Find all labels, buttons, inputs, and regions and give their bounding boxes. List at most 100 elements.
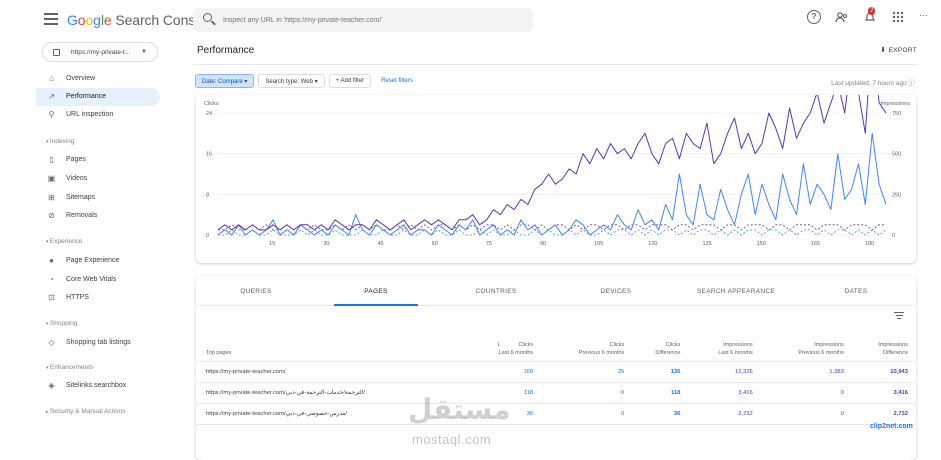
col-clicks-diff[interactable]: Clicks Difference (632, 331, 689, 362)
col-impr-last[interactable]: Impressions Last 6 months (688, 331, 761, 362)
impr-diff: 3,416 (851, 382, 916, 404)
x-tick: 120 (648, 241, 657, 247)
y-tick-left: 24 (206, 111, 212, 117)
x-tick: 30 (323, 241, 329, 247)
sidebar-item-pages[interactable]: ▯ Pages (36, 151, 160, 169)
sidebar-item-sitelinks-searchbox[interactable]: ◈ Sitelinks searchbox (48, 381, 127, 390)
video-icon: ▣ (47, 174, 56, 183)
mostaql-watermark-arabic: مستقل (408, 393, 511, 426)
col-top-pages[interactable]: Top pages (196, 331, 466, 362)
x-tick: 45 (377, 241, 383, 247)
x-tick: 135 (702, 241, 711, 247)
search-input[interactable] (223, 12, 523, 28)
table-row[interactable]: https://my-private-teacher.com/الترجمة/خ… (196, 382, 916, 404)
section-shopping[interactable]: Shopping (46, 320, 77, 327)
col-impr-diff[interactable]: Impressions Difference (851, 331, 916, 362)
tab-queries[interactable]: QUERIES (240, 288, 272, 295)
table-row[interactable]: https://my-private-teacher.com/ 160 25 1… (196, 361, 916, 383)
sidebar-item-videos[interactable]: ▣ Videos (47, 174, 88, 183)
pages-table-card: QUERIES PAGES COUNTRIES DEVICES SEARCH A… (196, 276, 916, 460)
people-icon[interactable] (835, 10, 849, 24)
page-title: Performance (197, 45, 255, 56)
section-experience[interactable]: Experience (46, 238, 83, 245)
sidebar-item-sitemaps[interactable]: ⊞ Sitemaps (48, 193, 96, 202)
clicks-diff: 135 (632, 361, 689, 383)
page-url[interactable]: https://my-private-teacher.com/ (196, 361, 466, 383)
property-selector[interactable]: https://my-private-t... ▼ (42, 42, 158, 62)
impr-prev: 0 (760, 403, 852, 425)
notifications-bell-icon[interactable]: 2 (863, 7, 877, 24)
add-filter-button[interactable]: + Add filter (328, 74, 372, 88)
home-icon: ⌂ (49, 74, 54, 83)
x-tick: 105 (594, 241, 603, 247)
export-button[interactable]: EXPORT (880, 46, 917, 54)
clicks-last: 160 (466, 361, 542, 383)
sidebar-item-removals[interactable]: ⊘ Removals (48, 211, 98, 220)
impr-prev: 0 (760, 382, 852, 404)
pages-table: Top pages ↓ Clicks Last 6 months Clicks Pre… (196, 331, 916, 425)
clicks-last: 36 (466, 403, 542, 425)
tag-icon: ◇ (48, 338, 55, 347)
impr-last: 3,416 (688, 382, 761, 404)
series-line-clicks (217, 132, 887, 236)
main-content: Performance EXPORT Date: Compare ▾ Searc… (193, 40, 917, 460)
sidebar-item-page-experience[interactable]: ● Page Experience (36, 252, 160, 270)
col-impr-prev[interactable]: Impressions Previous 6 months (760, 331, 852, 362)
page-url[interactable]: https://my-private-teacher.com/مدرس-خصوص… (196, 403, 466, 425)
y-tick-right: 250 (892, 192, 901, 198)
top-app-bar: Google Search Console ? 2 ⋯ (0, 0, 941, 40)
gauge-icon: ◔ (49, 275, 54, 284)
page-experience-icon: ● (49, 256, 54, 265)
search-icon (203, 13, 212, 22)
col-clicks-prev[interactable]: Clicks Previous 6 months (541, 331, 633, 362)
clicks-prev: 0 (541, 382, 633, 404)
y-tick-left: 0 (206, 233, 209, 239)
sidebar-item-https[interactable]: ⊡ HTTPS (48, 293, 89, 302)
sidebar-item-overview[interactable]: ⌂ Overview (36, 70, 160, 88)
y-tick-right: 750 (892, 111, 901, 117)
tab-devices[interactable]: DEVICES (600, 288, 632, 295)
lock-icon: ⊡ (48, 293, 55, 302)
removal-icon: ⊘ (48, 211, 55, 220)
help-icon[interactable]: ? (807, 10, 821, 24)
table-filter-icon[interactable] (894, 312, 904, 320)
performance-chart: Clicks Impressions 24 750 16 500 8 250 0 0 15 30 4… (196, 95, 916, 263)
property-icon (53, 49, 60, 56)
url-inspect-search[interactable] (193, 8, 533, 32)
more-options-icon[interactable]: ⋯ (919, 10, 928, 20)
clicks-prev: 25 (541, 361, 633, 383)
sidebar: https://my-private-t... ▼ ⌂ Overview ↗ Per… (36, 40, 160, 460)
reset-filters-link[interactable]: Reset filters (381, 78, 413, 84)
app-logo[interactable]: Google Search Console (67, 12, 214, 28)
left-axis-title: Clicks (204, 101, 219, 107)
sidebar-item-performance[interactable]: ↗ Performance (36, 88, 160, 106)
section-enhancements[interactable]: Enhancements (46, 364, 93, 371)
section-security[interactable]: Security & Manual Actions (46, 408, 126, 415)
date-filter-chip[interactable]: Date: Compare ▾ (195, 74, 255, 88)
sidebar-item-shopping-tab-listings[interactable]: ◇ Shopping tab listings (48, 338, 131, 347)
right-axis-title: Impressions (880, 101, 910, 107)
apps-grid-icon[interactable] (891, 10, 905, 24)
sidebar-item-core-web-vitals[interactable]: ◔ Core Web Vitals (36, 271, 160, 289)
main-menu-icon[interactable] (44, 13, 58, 25)
series-line-impressions (217, 95, 887, 231)
last-updated-text: Last updated: 7 hours ago ⓘ (831, 80, 915, 87)
impr-diff: 10,943 (851, 361, 916, 383)
tab-search-appearance[interactable]: SEARCH APPEARANCE (696, 288, 776, 295)
clicks-last: 118 (466, 382, 542, 404)
tab-countries[interactable]: COUNTRIES (475, 288, 517, 295)
filter-bar: Date: Compare ▾ Search type: Web ▾ + Add… (195, 74, 419, 88)
search-type-chip[interactable]: Search type: Web ▾ (258, 74, 325, 88)
y-tick-left: 16 (206, 152, 212, 158)
sidebar-item-url-inspection[interactable]: ⚲ URL inspection (48, 110, 114, 119)
tab-dates[interactable]: DATES (844, 288, 868, 295)
table-header-row: Top pages ↓ Clicks Last 6 months Clicks Pre… (196, 331, 916, 362)
x-tick: 180 (865, 241, 874, 247)
section-indexing[interactable]: Indexing (46, 138, 75, 145)
col-clicks-last[interactable]: ↓ Clicks Last 6 months (466, 331, 542, 362)
table-row[interactable]: https://my-private-teacher.com/مدرس-خصوص… (196, 403, 916, 425)
header-divider (193, 64, 917, 65)
x-tick: 60 (432, 241, 438, 247)
tab-pages[interactable]: PAGES (316, 276, 436, 306)
page-url[interactable]: https://my-private-teacher.com/الترجمة/خ… (196, 382, 466, 404)
